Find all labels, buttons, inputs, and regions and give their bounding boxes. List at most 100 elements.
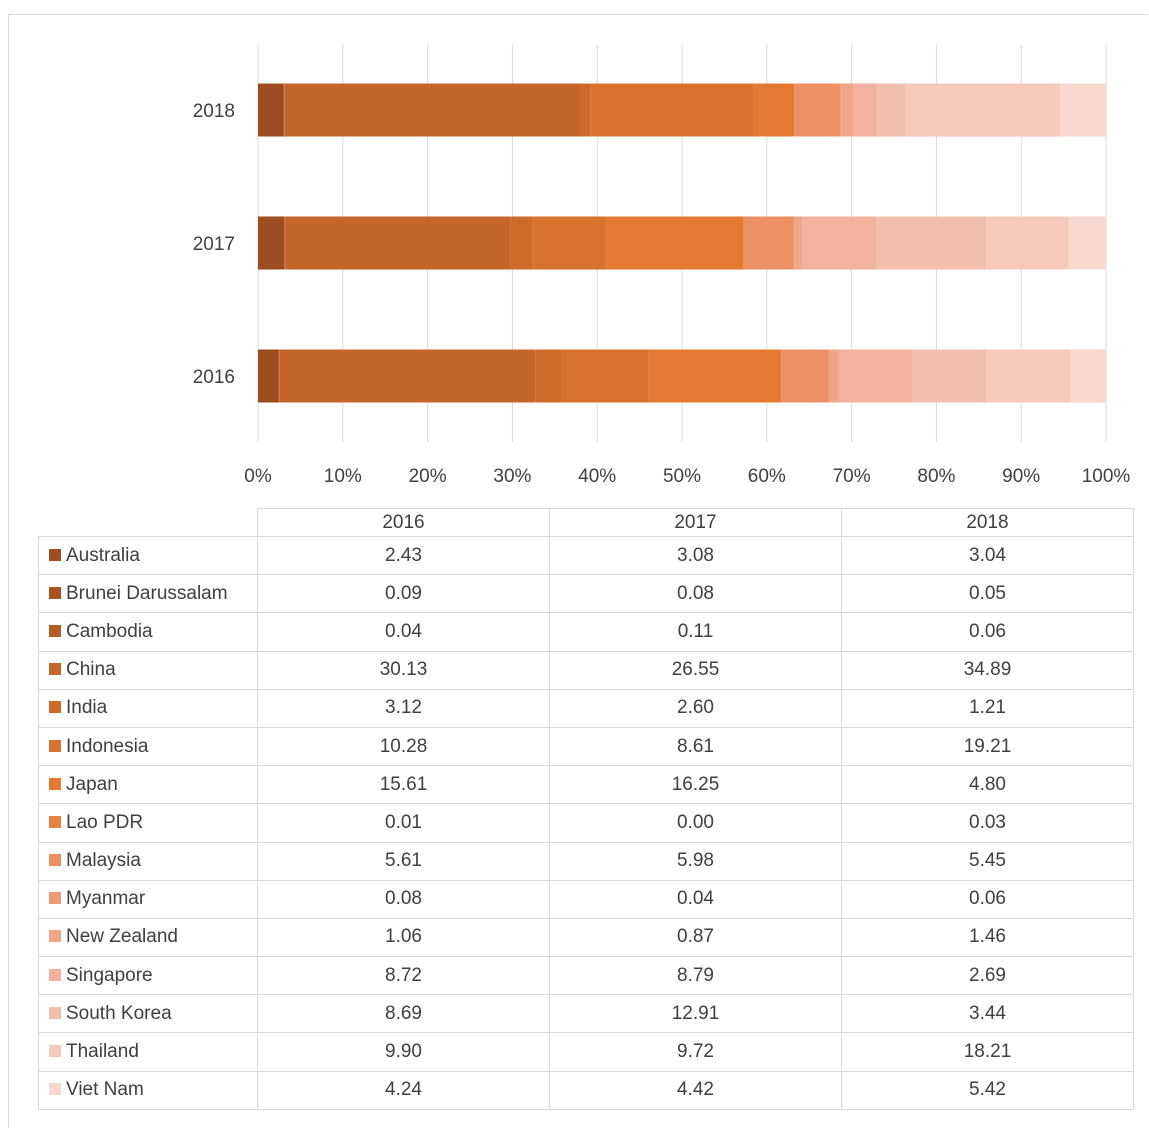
data-cell: 4.80 [841, 765, 1134, 805]
data-cell: 26.55 [549, 650, 842, 690]
legend-label: Australia [66, 544, 140, 566]
table-row: Japan 15.61 16.25 4.80 [38, 765, 1134, 805]
bar-segment [986, 216, 1069, 270]
data-cell: 15.61 [257, 765, 550, 805]
bar-segment [1070, 349, 1106, 403]
data-cell: 12.91 [549, 994, 842, 1034]
bar-segment [279, 349, 536, 403]
bar-segment [876, 83, 906, 137]
legend-entry: Brunei Darussalam [38, 574, 258, 614]
x-tick-label: 80% [917, 466, 955, 487]
bar-segment [510, 216, 533, 270]
data-cell: 0.00 [549, 803, 842, 843]
data-cell: 1.46 [841, 917, 1134, 958]
bar-segment [278, 349, 280, 403]
data-cell: 8.61 [549, 726, 842, 767]
data-cell: 10.28 [257, 726, 550, 767]
table-row: South Korea 8.69 12.91 3.44 [38, 994, 1134, 1034]
legend-swatch [49, 663, 61, 676]
legend-entry: Thailand [38, 1032, 258, 1072]
data-cell: 19.21 [841, 726, 1134, 767]
legend-entry: Singapore [38, 956, 258, 996]
legend-entry: Australia [38, 535, 258, 576]
table-row: Australia 2.43 3.08 3.04 [38, 535, 1134, 576]
table-row: Thailand 9.90 9.72 18.21 [38, 1032, 1134, 1072]
data-cell: 2.60 [549, 688, 842, 728]
bar-segment [258, 216, 285, 270]
legend-entry: Cambodia [38, 612, 258, 652]
table-row: Myanmar 0.08 0.04 0.06 [38, 879, 1134, 919]
data-cell: 5.45 [841, 841, 1134, 881]
legend-label: Malaysia [66, 850, 141, 872]
x-tick-label: 70% [833, 466, 871, 487]
table-row: Lao PDR 0.01 0.00 0.03 [38, 803, 1134, 843]
bar-segment [590, 83, 754, 137]
legend-swatch [49, 777, 61, 790]
bar-segment [284, 83, 285, 137]
legend-label: Brunei Darussalam [66, 582, 228, 604]
data-cell: 1.21 [841, 688, 1134, 728]
bar-segment [535, 349, 562, 403]
legend-label: Lao PDR [66, 811, 144, 833]
data-cell: 5.42 [841, 1070, 1134, 1110]
bar-segment [1068, 216, 1106, 270]
legend-swatch [49, 701, 61, 714]
table-header-cell: 2016 [257, 508, 550, 537]
legend-swatch [49, 1045, 61, 1058]
data-cell: 30.13 [257, 650, 550, 690]
legend-entry: China [38, 650, 258, 690]
table-row: India 3.12 2.60 1.21 [38, 688, 1134, 728]
data-cell: 3.44 [841, 994, 1134, 1034]
legend-entry: India [38, 688, 258, 728]
data-cell: 4.42 [549, 1070, 842, 1110]
bar-segment [648, 349, 782, 403]
data-cell: 3.08 [549, 535, 842, 576]
table-row: Singapore 8.72 8.79 2.69 [38, 956, 1134, 996]
x-tick-label: 10% [324, 466, 362, 487]
data-cell: 18.21 [841, 1032, 1134, 1072]
table-header-cell: 2018 [841, 508, 1134, 537]
bar-segment [876, 216, 987, 270]
data-cell: 0.11 [549, 612, 842, 652]
x-tick-label: 90% [1002, 466, 1040, 487]
data-cell: 0.09 [257, 574, 550, 614]
data-cell: 5.98 [549, 841, 842, 881]
legend-label: India [66, 697, 108, 719]
legend-entry: Lao PDR [38, 803, 258, 843]
data-cell: 9.90 [257, 1032, 550, 1072]
bar-segment [794, 216, 803, 270]
data-cell: 0.08 [257, 879, 550, 919]
legend-swatch [49, 586, 61, 599]
bar-segment [802, 216, 877, 270]
x-tick-label: 100% [1082, 466, 1131, 487]
x-tick-label: 40% [578, 466, 616, 487]
bar-segment [284, 216, 286, 270]
bar-segment [743, 216, 795, 270]
data-cell: 0.06 [841, 879, 1134, 919]
legend-label: Cambodia [66, 620, 153, 642]
data-table-body: 2016 2017 2018 Australia 2.43 3.08 3.04 Brunei… [38, 508, 1134, 1110]
legend-swatch [49, 930, 61, 943]
table-header-row: 2016 2017 2018 [38, 508, 1134, 537]
data-cell: 1.06 [257, 917, 550, 958]
table-row: New Zealand 1.06 0.87 1.46 [38, 917, 1134, 958]
bar-segment [258, 83, 284, 137]
bar-segment [841, 83, 854, 137]
data-cell: 0.03 [841, 803, 1134, 843]
legend-label: Thailand [66, 1041, 139, 1063]
data-cell: 3.12 [257, 688, 550, 728]
data-table: 2016 2017 2018 Australia 2.43 3.08 3.04 Brunei… [38, 508, 1134, 1110]
legend-entry: Malaysia [38, 841, 258, 881]
legend-entry: Indonesia [38, 726, 258, 767]
table-row: Brunei Darussalam 0.09 0.08 0.05 [38, 574, 1134, 614]
bar-segment [986, 349, 1071, 403]
table-row: Indonesia 10.28 8.61 19.21 [38, 726, 1134, 767]
legend-entry: Myanmar [38, 879, 258, 919]
bar-segment [781, 349, 829, 403]
bar-segment [840, 83, 842, 137]
bar-segment [829, 349, 839, 403]
legend-swatch [49, 624, 61, 637]
table-row: Cambodia 0.04 0.11 0.06 [38, 612, 1134, 652]
legend-label: China [66, 659, 116, 681]
data-cell: 2.69 [841, 956, 1134, 996]
